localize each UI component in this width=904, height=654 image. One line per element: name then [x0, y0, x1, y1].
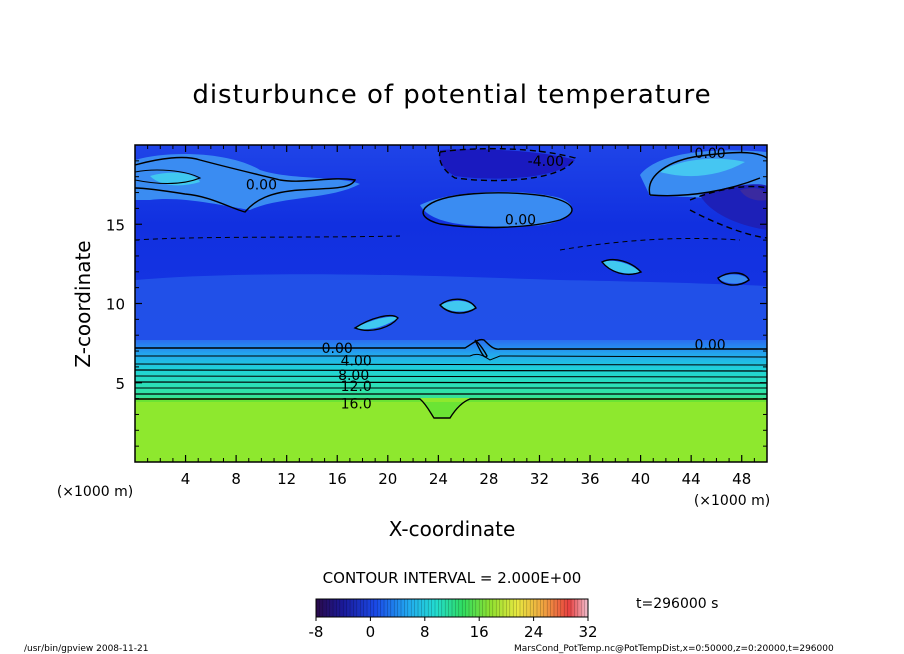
colorbar-frame [315, 598, 589, 618]
x-unit-right: (×1000 m) [694, 493, 770, 509]
contour-line [135, 375, 767, 378]
field-patch [660, 158, 745, 177]
contour-label: 0.00 [695, 146, 726, 162]
contour-label: 0.00 [695, 338, 726, 354]
x-tick-label: 20 [378, 470, 397, 488]
field-patch [135, 154, 360, 210]
contour-label: 12.0 [341, 379, 372, 395]
field-patch [718, 274, 748, 284]
contour-line [353, 314, 399, 332]
contour-label: 0.00 [246, 178, 277, 194]
colorbar-tick-label: -8 [309, 623, 324, 641]
x-tick-label: 36 [580, 470, 599, 488]
colorbar: -8 0 8 16 24 32 [309, 598, 598, 641]
field-patch [740, 188, 767, 201]
contour-label: 4.00 [341, 354, 372, 370]
colorbar-tick-label: 8 [420, 623, 430, 641]
y-tick-label: 5 [115, 375, 125, 393]
contour-line [135, 381, 767, 384]
x-axis: 4 8 12 16 20 24 28 32 36 40 44 48 [147, 145, 755, 488]
contour-line [474, 339, 488, 358]
contour-label: 0.00 [505, 212, 536, 228]
contour-line [135, 156, 357, 213]
colorbar-tick-label: 16 [470, 623, 489, 641]
contour-line [600, 258, 643, 276]
plot-field [135, 145, 767, 462]
x-tick-label: 48 [732, 470, 751, 488]
contour-interval: CONTOUR INTERVAL = 2.000E+00 [323, 569, 582, 587]
contour-line-negative [135, 235, 401, 241]
contour-label: 0.00 [322, 341, 353, 357]
contour-label: 8.00 [338, 368, 369, 384]
contour-line [648, 151, 767, 196]
footer-left: /usr/bin/gpview 2008-11-21 [24, 644, 148, 654]
y-tick-label: 10 [106, 296, 125, 314]
contour-label: 16.0 [341, 396, 372, 412]
x-tick-label: 44 [682, 470, 701, 488]
contour-line [135, 338, 767, 350]
colorbar-tick-label: 32 [578, 623, 597, 641]
y-axis: 5 10 15 [106, 160, 767, 447]
colorbar-tick-label: 0 [366, 623, 376, 641]
warm-layer-edge [135, 398, 767, 418]
colorbar-tick-label: 24 [524, 623, 543, 641]
field-patch [439, 149, 575, 179]
x-tick-label: 40 [631, 470, 650, 488]
contour-lines [135, 147, 767, 419]
x-tick-label: 16 [328, 470, 347, 488]
field-patch [602, 260, 640, 274]
contour-line [649, 177, 761, 197]
colorbar-stripes [319, 599, 585, 617]
field-patch [355, 316, 398, 330]
contour-line [135, 398, 767, 419]
contour-line-negative [559, 237, 741, 251]
colorbar-ticks: -8 0 8 16 24 32 [309, 617, 598, 641]
footer-right: MarsCond_PotTemp.nc@PotTempDist,x=0:5000… [514, 644, 834, 654]
contour-labels: 0.000.00-4.00 0.000.004.008.0012.016.00.0… [246, 146, 726, 412]
y-tick-label: 15 [106, 216, 125, 234]
x-tick-label: 28 [479, 470, 498, 488]
contour-line [135, 363, 767, 366]
x-unit-left: (×1000 m) [57, 484, 133, 500]
x-tick-label: 12 [277, 470, 296, 488]
field-patch [420, 191, 573, 227]
y-axis-label: Z-coordinate [71, 240, 95, 367]
contour-label: -4.00 [528, 154, 564, 170]
contour-line [422, 192, 573, 229]
contour-line [135, 353, 767, 361]
x-tick-label: 8 [231, 470, 241, 488]
chart-title: disturbunce of potential temperature [192, 80, 711, 110]
x-tick-label: 24 [429, 470, 448, 488]
contour-line [135, 369, 767, 372]
contour-line [717, 272, 750, 286]
x-tick-label: 4 [181, 470, 191, 488]
contour-line [438, 298, 477, 314]
x-axis-label: X-coordinate [389, 517, 516, 541]
contour-line [135, 169, 202, 184]
x-tick-label: 32 [530, 470, 549, 488]
field-patch [440, 300, 475, 312]
time-label: t=296000 s [636, 596, 718, 612]
contour-line-negative [689, 185, 767, 201]
